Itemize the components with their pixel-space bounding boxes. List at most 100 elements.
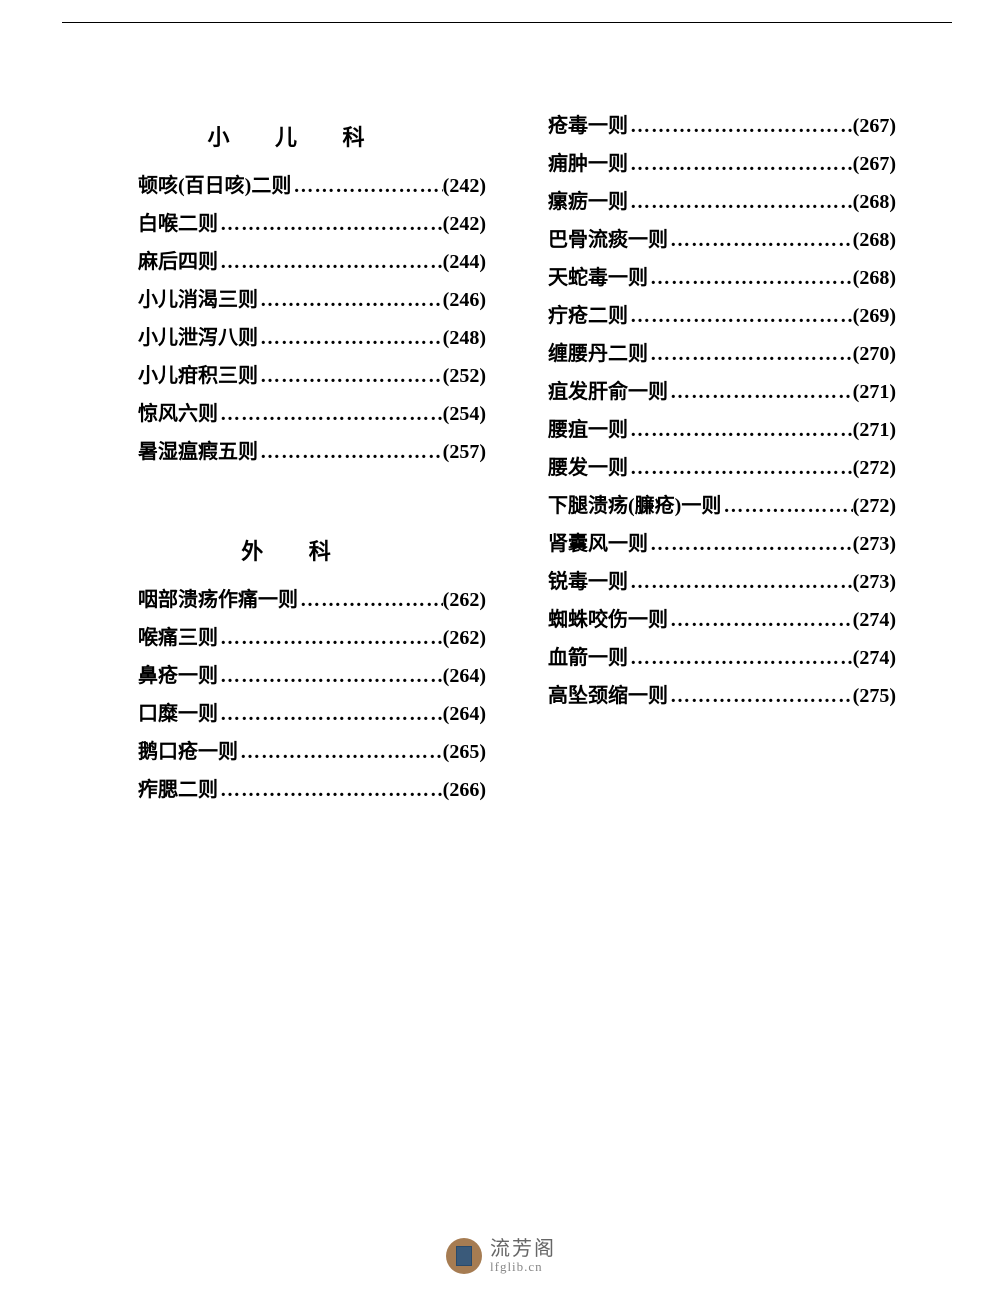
toc-label: 痄腮二则: [138, 774, 218, 806]
toc-page: (268): [853, 224, 896, 256]
toc-dots: ………………………………: [628, 566, 853, 598]
toc-dots: ………………………………: [628, 414, 853, 446]
toc-label: 口糜一则: [138, 698, 218, 730]
toc-label: 顿咳(百日咳)二则: [138, 170, 291, 202]
site-url: lfglib.cn: [490, 1260, 556, 1274]
toc-entry: 肾囊风一则 ……………………………… (273): [516, 528, 896, 560]
toc-page: (262): [443, 584, 486, 616]
toc-page: (273): [853, 566, 896, 598]
toc-entry: 瘰疬一则 ……………………………… (268): [516, 186, 896, 218]
toc-entry: 麻后四则 ……………………………… (244): [106, 246, 486, 278]
toc-label: 麻后四则: [138, 246, 218, 278]
toc-page: (273): [853, 528, 896, 560]
toc-label: 缠腰丹二则: [548, 338, 648, 370]
toc-page: (275): [853, 680, 896, 712]
toc-label: 肾囊风一则: [548, 528, 648, 560]
toc-dots: ………………………………: [668, 604, 853, 636]
toc-entry: 巴骨流痰一则 ……………………………… (268): [516, 224, 896, 256]
toc-page: (264): [443, 660, 486, 692]
section-spacer: [106, 474, 486, 524]
toc-entry: 腰疽一则 ……………………………… (271): [516, 414, 896, 446]
toc-entry: 锐毒一则 ……………………………… (273): [516, 566, 896, 598]
toc-dots: ………………………………: [291, 170, 442, 202]
toc-page: (270): [853, 338, 896, 370]
logo-text-group: 流芳阁 lfglib.cn: [490, 1238, 556, 1274]
toc-entry: 蜘蛛咬伤一则 ……………………………… (274): [516, 604, 896, 636]
toc-dots: ………………………………: [628, 642, 853, 674]
toc-label: 锐毒一则: [548, 566, 628, 598]
toc-label: 痈肿一则: [548, 148, 628, 180]
toc-label: 瘰疬一则: [548, 186, 628, 218]
book-icon: [456, 1246, 472, 1266]
right-column: 疮毒一则 ……………………………… (267) 痈肿一则 ………………………………: [516, 110, 896, 812]
toc-dots: ………………………………: [628, 110, 853, 142]
toc-entry: 疽发肝俞一则 ……………………………… (271): [516, 376, 896, 408]
toc-entry: 鼻疮一则 ……………………………… (264): [106, 660, 486, 692]
toc-label: 鹅口疮一则: [138, 736, 238, 768]
toc-page: (246): [443, 284, 486, 316]
toc-entry: 痄腮二则 ……………………………… (266): [106, 774, 486, 806]
toc-dots: ………………………………: [258, 284, 443, 316]
toc-page: (242): [443, 170, 486, 202]
toc-page: (257): [443, 436, 486, 468]
toc-page: (274): [853, 642, 896, 674]
toc-page: (271): [853, 414, 896, 446]
toc-entry: 小儿疳积三则 ……………………………… (252): [106, 360, 486, 392]
toc-dots: ………………………………: [668, 376, 853, 408]
toc-label: 小儿消渴三则: [138, 284, 258, 316]
toc-page: (268): [853, 186, 896, 218]
toc-entry: 高坠颈缩一则 ……………………………… (275): [516, 680, 896, 712]
toc-label: 天蛇毒一则: [548, 262, 648, 294]
toc-entry: 疔疮二则 ……………………………… (269): [516, 300, 896, 332]
toc-entry: 喉痛三则 ……………………………… (262): [106, 622, 486, 654]
toc-label: 疔疮二则: [548, 300, 628, 332]
toc-dots: ………………………………: [668, 680, 853, 712]
toc-page: (267): [853, 110, 896, 142]
toc-entry: 血箭一则 ……………………………… (274): [516, 642, 896, 674]
toc-page: (265): [443, 736, 486, 768]
toc-page: (262): [443, 622, 486, 654]
toc-page: (264): [443, 698, 486, 730]
toc-entry: 口糜一则 ……………………………… (264): [106, 698, 486, 730]
toc-page: (268): [853, 262, 896, 294]
toc-dots: ………………………………: [648, 338, 853, 370]
toc-label: 巴骨流痰一则: [548, 224, 668, 256]
toc-label: 下腿溃疡(臁疮)一则: [548, 490, 721, 522]
toc-dots: ………………………………: [218, 660, 443, 692]
toc-entry: 顿咳(百日咳)二则 ……………………………… (242): [106, 170, 486, 202]
toc-dots: ………………………………: [218, 246, 443, 278]
toc-entry: 下腿溃疡(臁疮)一则 ……………………………… (272): [516, 490, 896, 522]
toc-dots: ………………………………: [218, 208, 443, 240]
toc-dots: ………………………………: [628, 186, 853, 218]
toc-dots: ………………………………: [721, 490, 852, 522]
toc-page: (254): [443, 398, 486, 430]
toc-label: 腰发一则: [548, 452, 628, 484]
left-column: 小 儿 科 顿咳(百日咳)二则 ……………………………… (242) 白喉二则 …: [106, 110, 486, 812]
toc-entry: 咽部溃疡作痛一则 ……………………………… (262): [106, 584, 486, 616]
toc-label: 小儿泄泻八则: [138, 322, 258, 354]
toc-page: (242): [443, 208, 486, 240]
book-logo-icon: [446, 1238, 482, 1274]
toc-dots: ………………………………: [628, 452, 853, 484]
toc-entry: 痈肿一则 ……………………………… (267): [516, 148, 896, 180]
toc-dots: ………………………………: [258, 360, 443, 392]
site-name: 流芳阁: [490, 1238, 556, 1260]
toc-label: 高坠颈缩一则: [548, 680, 668, 712]
toc-dots: ………………………………: [218, 698, 443, 730]
toc-label: 疮毒一则: [548, 110, 628, 142]
toc-dots: ………………………………: [298, 584, 443, 616]
toc-dots: ………………………………: [648, 528, 853, 560]
toc-page: (267): [853, 148, 896, 180]
toc-dots: ………………………………: [628, 300, 853, 332]
toc-page: (272): [853, 490, 896, 522]
toc-label: 鼻疮一则: [138, 660, 218, 692]
toc-dots: ………………………………: [648, 262, 853, 294]
toc-page: (272): [853, 452, 896, 484]
toc-entry: 腰发一则 ……………………………… (272): [516, 452, 896, 484]
toc-label: 血箭一则: [548, 642, 628, 674]
toc-entry: 暑湿瘟瘕五则 ……………………………… (257): [106, 436, 486, 468]
section-heading-pediatrics: 小 儿 科: [106, 120, 486, 152]
toc-label: 蜘蛛咬伤一则: [548, 604, 668, 636]
toc-page: (252): [443, 360, 486, 392]
toc-label: 暑湿瘟瘕五则: [138, 436, 258, 468]
